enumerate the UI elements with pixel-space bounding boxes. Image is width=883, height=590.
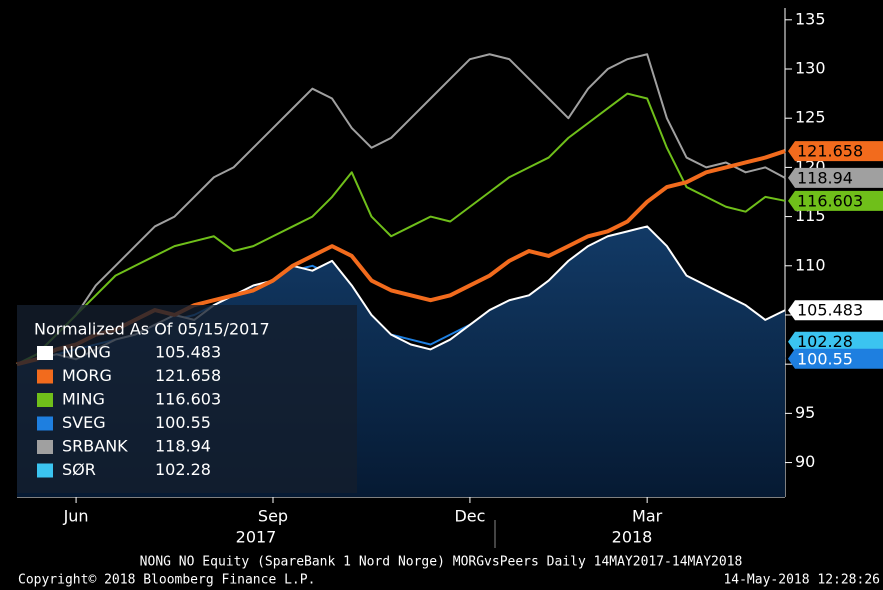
y-tick-label: 115	[795, 206, 826, 225]
value-tag-label: 118.94	[797, 168, 853, 187]
value-tag-label: 116.603	[797, 191, 863, 210]
value-tag	[788, 167, 883, 188]
legend-name: SRBANK	[62, 437, 128, 456]
value-tag	[788, 190, 883, 211]
value-tag-label: 102.28	[797, 332, 853, 351]
value-tag-label: 105.483	[797, 301, 863, 320]
year-label: 2017	[236, 528, 277, 547]
copyright: Copyright© 2018 Bloomberg Finance L.P.	[18, 573, 315, 588]
legend-value: 116.603	[155, 390, 221, 409]
legend-value: 118.94	[155, 437, 211, 456]
value-tag	[788, 348, 883, 369]
y-tick-label: 90	[795, 452, 815, 471]
y-tick-label: 135	[795, 9, 826, 28]
legend-swatch	[37, 393, 53, 407]
line	[16, 53, 786, 366]
legend-name: SVEG	[62, 413, 106, 432]
value-tag-label: 100.55	[797, 349, 853, 368]
legend-value: 105.483	[155, 343, 221, 362]
x-tick-label: Jun	[63, 507, 89, 526]
x-tick-label: Sep	[258, 507, 288, 526]
legend-name: MORG	[62, 366, 112, 385]
legend-value: 100.55	[155, 413, 211, 432]
legend-title: Normalized As Of 05/15/2017	[34, 320, 270, 339]
legend-swatch	[37, 463, 53, 478]
value-tag-label: 121.658	[797, 142, 863, 161]
value-tag	[788, 331, 883, 352]
legend-name: MING	[62, 390, 105, 409]
footer: NONG NO Equity (SpareBank 1 Nord Norge) …	[140, 555, 743, 570]
value-tag	[788, 300, 883, 321]
y-tick-label: 125	[795, 108, 826, 127]
legend-value: 121.658	[155, 366, 221, 385]
legend-name: SØR	[62, 460, 96, 479]
legend-swatch	[37, 416, 53, 431]
y-tick-label: 110	[795, 255, 826, 274]
legend-name: NONG	[62, 343, 111, 362]
value-tag	[788, 141, 883, 162]
y-tick-label: 95	[795, 403, 815, 422]
y-tick-label: 130	[795, 59, 826, 78]
legend-value: 102.28	[155, 460, 211, 479]
x-tick-label: Dec	[454, 507, 485, 526]
legend-swatch	[37, 369, 53, 384]
legend: Normalized As Of 05/15/2017 NONG 105.483 M…	[17, 305, 357, 493]
legend-swatch	[37, 440, 53, 454]
x-tick-label: Mar	[632, 507, 663, 526]
year-label: 2018	[612, 528, 653, 547]
legend-box	[17, 305, 357, 493]
timestamp: 14-May-2018 12:28:26	[723, 573, 880, 588]
line	[16, 92, 786, 366]
legend-swatch	[37, 346, 53, 360]
